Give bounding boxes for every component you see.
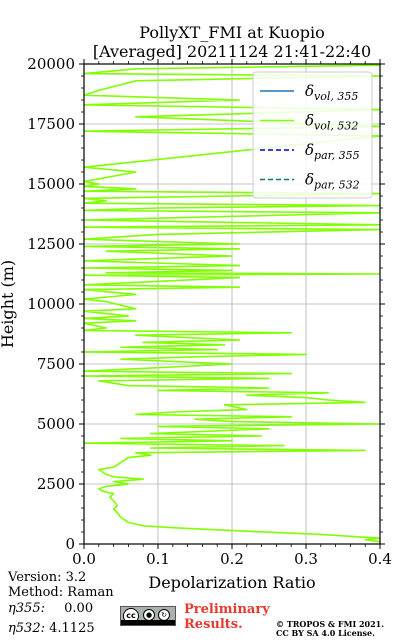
version-label: Version:	[8, 570, 62, 585]
legend-entry: δvol, 355	[305, 82, 358, 103]
eta532-value: 4.1125	[49, 621, 95, 636]
x-tick-label: 0.3	[294, 550, 318, 568]
y-tick-label: 0	[65, 535, 75, 553]
legend-subscript: par, 355	[314, 149, 360, 162]
eta532-label: η532:	[8, 621, 45, 636]
x-tick-label: 0.4	[368, 550, 392, 568]
legend-entry: δvol, 532	[305, 112, 358, 133]
legend-subscript: vol, 355	[314, 90, 358, 103]
x-tick-labels: 0.0 0.1 0.2 0.3 0.4	[72, 550, 392, 568]
legend-entry: δpar, 355	[305, 141, 360, 162]
preliminary-results-note: Preliminary Results.	[184, 602, 270, 632]
legend-subscript: par, 532	[314, 179, 360, 192]
legend-symbol: δ	[305, 112, 314, 130]
legend-entry: δpar, 532	[305, 171, 360, 192]
y-tick-label: 20000	[27, 55, 75, 73]
legend-symbol: δ	[305, 171, 314, 189]
y-tick-label: 2500	[37, 475, 75, 493]
eta355-value: 0.00	[64, 601, 94, 616]
y-tick-label: 7500	[37, 355, 75, 373]
axis-ticks	[79, 59, 385, 549]
method-value: Raman	[67, 585, 114, 600]
chart-subtitle: [Averaged] 20211124 21:41-22:40	[93, 42, 371, 61]
series-line-vol-532	[84, 64, 380, 544]
y-tick-label: 12500	[27, 235, 75, 253]
y-axis-label: Height (m)	[0, 260, 17, 348]
version-line: Version: 3.2	[8, 570, 86, 585]
legend-symbol: δ	[305, 82, 314, 100]
y-tick-label: 15000	[27, 175, 75, 193]
chart-title: PollyXT_FMI at Kuopio	[139, 23, 325, 42]
version-value: 3.2	[65, 570, 87, 585]
legend-symbol: δ	[305, 141, 314, 159]
legend-subscript: vol, 532	[314, 120, 358, 133]
eta532-line: η532: 4.1125	[8, 621, 95, 636]
preliminary-line-2: Results.	[184, 617, 243, 632]
preliminary-line-1: Preliminary	[184, 602, 270, 617]
copyright-line-1: © TROPOS & FMI 2021.	[276, 619, 385, 629]
y-tick-label: 10000	[27, 295, 75, 313]
x-tick-label: 0.1	[146, 550, 170, 568]
x-axis-label: Depolarization Ratio	[148, 573, 315, 592]
copyright-note: © TROPOS & FMI 2021. CC BY SA 4.0 Licens…	[276, 620, 384, 638]
y-tick-label: 5000	[37, 415, 75, 433]
series-layer	[84, 64, 380, 544]
sa-icon: ↻	[158, 609, 170, 621]
eta355-line: η355: 0.00	[8, 601, 93, 616]
badge-strip	[121, 620, 175, 625]
method-label: Method:	[8, 585, 64, 600]
y-tick-label: 17500	[27, 115, 75, 133]
eta355-label: η355:	[8, 601, 45, 616]
copyright-line-2: CC BY SA 4.0 License.	[276, 628, 375, 638]
depolarization-chart: PollyXT_FMI at Kuopio [Averaged] 2021112…	[0, 23, 392, 592]
legend-box	[252, 71, 373, 199]
x-tick-label: 0.0	[72, 550, 96, 568]
y-tick-labels: 0 2500 5000 7500 10000 12500 15000 17500 20000	[27, 55, 75, 553]
x-tick-label: 0.2	[220, 550, 244, 568]
cc-license-badge: cc ● ↻	[120, 606, 176, 626]
method-line: Method: Raman	[8, 585, 114, 600]
